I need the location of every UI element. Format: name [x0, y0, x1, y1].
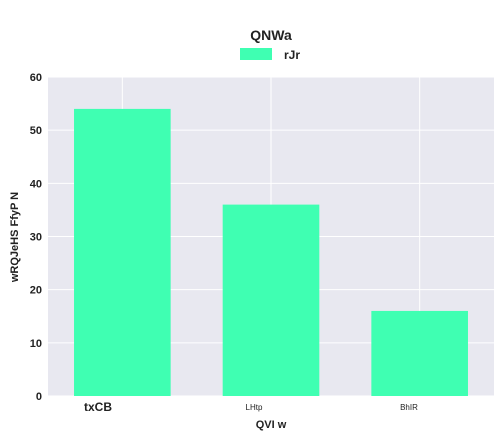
y-tick-label: 10	[30, 338, 42, 350]
y-tick-label: 0	[36, 391, 42, 403]
legend: rJr	[240, 48, 300, 62]
bar-bhir	[371, 310, 468, 396]
y-tick-label: 20	[30, 285, 42, 297]
bar-txcb	[74, 108, 171, 397]
x-tick-label-bhir: BhIR	[400, 403, 418, 412]
x-tick-label-txcb: txCB	[84, 400, 112, 414]
y-axis-label: wRQJeHS FfyP N	[9, 192, 21, 283]
x-axis-label: QVI w	[256, 419, 287, 431]
x-tick-label-lhtp: LHtp	[246, 403, 263, 412]
bar-lhtp	[222, 204, 320, 396]
y-tick-label: 60	[30, 72, 42, 84]
y-tick-label: 30	[30, 232, 42, 244]
legend-label: rJr	[284, 48, 300, 62]
y-tick-label: 40	[30, 178, 42, 190]
y-axis-ticks: 0 10 20 30 40 50 60	[30, 72, 42, 403]
chart-title: QNWa	[250, 27, 292, 43]
legend-swatch	[240, 48, 272, 60]
bars	[74, 108, 468, 397]
y-tick-label: 50	[30, 125, 42, 137]
